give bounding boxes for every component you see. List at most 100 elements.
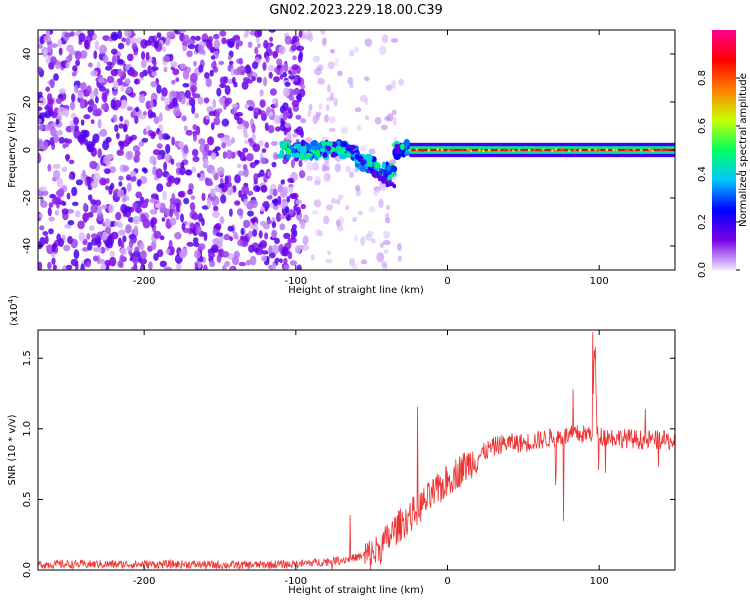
spectral-blob [150, 92, 158, 103]
spectral-blob [383, 249, 389, 255]
spectral-blob [288, 95, 295, 101]
x-tick-label: -100 [284, 276, 307, 287]
spectral-blob [105, 226, 111, 235]
spectral-blob [245, 30, 250, 36]
spectral-blob [209, 188, 216, 198]
spectral-blob [158, 130, 163, 141]
spectral-blob [87, 146, 95, 153]
colorbar-tick-label: 0.2 [697, 214, 708, 230]
spectral-blob [279, 74, 284, 80]
spectral-blob [153, 40, 159, 49]
spectral-blob [42, 231, 49, 236]
spectral-blob [175, 111, 182, 117]
spectral-blob [190, 72, 198, 83]
spectral-blob [334, 57, 339, 67]
spectral-blob [216, 108, 223, 114]
spectral-blob [213, 205, 219, 212]
spectral-blob [71, 93, 76, 103]
spectral-blob [164, 97, 169, 107]
spectral-blob [97, 118, 102, 129]
spectral-blob [197, 261, 202, 269]
spectral-blob [271, 97, 277, 104]
spectral-blob [129, 170, 137, 177]
spectral-blob [77, 220, 85, 230]
spectral-blob [62, 265, 68, 270]
spectral-blob [295, 114, 302, 120]
spectral-blob [268, 111, 274, 117]
spectral-blob [90, 204, 98, 214]
spectral-blob [49, 193, 56, 199]
x-tick-label: 100 [590, 276, 609, 287]
spectral-blob [105, 177, 110, 184]
signal-blob [337, 147, 346, 155]
spectral-blob [124, 30, 132, 38]
spectral-blob [162, 55, 171, 63]
spectral-blob [134, 150, 141, 157]
carrier-dot [594, 148, 597, 152]
spectral-blob [73, 249, 80, 260]
spectral-blob [311, 210, 319, 215]
spectral-blob [38, 106, 43, 111]
spectral-blob [238, 170, 245, 176]
spectral-blob [87, 30, 95, 37]
spectral-blob [170, 91, 178, 97]
spectral-blob [183, 144, 189, 154]
spectral-blob [117, 68, 124, 77]
spectral-blob [243, 132, 249, 139]
spectral-blob [65, 264, 73, 270]
spectral-blob [74, 210, 81, 218]
spectral-blob [89, 98, 94, 108]
spectral-blob [368, 206, 376, 213]
spectral-blob [108, 203, 114, 214]
spectral-blob [48, 216, 55, 222]
spectral-blob [106, 242, 113, 249]
spectral-blob [69, 31, 75, 37]
spectral-blob [45, 244, 54, 250]
spectral-blob [243, 198, 248, 206]
spectral-blob [212, 98, 217, 109]
spectral-blob [40, 196, 44, 204]
spectral-blob [242, 164, 248, 171]
spectral-blob [221, 37, 227, 45]
carrier-dot [539, 149, 542, 152]
spectral-blob [198, 243, 206, 251]
carrier-dot [663, 148, 666, 152]
spectral-blob [67, 235, 73, 245]
spectral-blob [282, 63, 289, 73]
spectral-blob [260, 110, 266, 119]
spectral-blob [354, 107, 362, 113]
spectral-blob [251, 133, 256, 141]
spectral-blob [156, 183, 164, 193]
spectral-blob [113, 80, 119, 91]
spectral-blob [166, 181, 172, 188]
spectral-blob [133, 51, 138, 56]
spectral-blob [189, 202, 196, 212]
spectral-blob [99, 177, 107, 186]
spectral-blob [82, 212, 90, 222]
spectral-blob [121, 197, 127, 203]
spectral-blob [328, 116, 336, 124]
spectral-blob [240, 227, 245, 236]
spectral-blob [136, 179, 142, 187]
spectral-blob [172, 68, 180, 76]
spectral-blob [191, 148, 199, 157]
spectral-blob [191, 105, 196, 115]
spectral-blob [189, 222, 195, 229]
spectral-blob [219, 30, 227, 37]
spectral-blob [263, 39, 269, 49]
spectral-blob [247, 106, 254, 111]
spectral-blob [83, 202, 88, 211]
spectral-blob [227, 225, 234, 232]
spectral-blob [120, 85, 125, 92]
spectral-blob [140, 250, 147, 260]
spectral-blob [102, 54, 109, 64]
snr-frame [37, 329, 676, 571]
spectral-blob [105, 266, 110, 270]
spectral-blob [178, 141, 185, 149]
spectral-blob [53, 73, 59, 81]
spectral-blob [151, 240, 157, 251]
spectral-blob [360, 94, 368, 103]
spectral-blob [291, 192, 299, 200]
spectral-blob [151, 66, 159, 71]
